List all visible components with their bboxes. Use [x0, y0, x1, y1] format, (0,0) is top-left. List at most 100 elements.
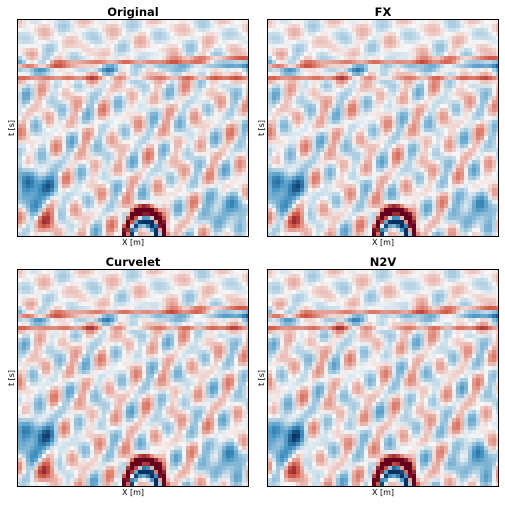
heatmap-cell: [202, 60, 206, 64]
heatmap-cell: [272, 124, 276, 128]
heatmap-cell: [70, 92, 74, 96]
heatmap-cell: [308, 136, 312, 140]
heatmap-cell: [408, 128, 412, 132]
heatmap-cell: [416, 56, 420, 60]
heatmap-cell: [340, 84, 344, 88]
heatmap-cell: [94, 20, 98, 24]
heatmap-cell: [284, 112, 288, 116]
heatmap-cell: [198, 188, 202, 192]
heatmap-cell: [90, 72, 94, 76]
heatmap-cell: [340, 96, 344, 100]
heatmap-cell: [30, 212, 34, 216]
heatmap-cell: [284, 72, 288, 76]
heatmap-cell: [58, 196, 62, 200]
heatmap-cell: [480, 64, 484, 68]
heatmap-cell: [356, 48, 360, 52]
heatmap-cell: [82, 24, 86, 28]
heatmap-cell: [460, 84, 464, 88]
heatmap-cell: [186, 172, 190, 176]
heatmap-cell: [122, 100, 126, 104]
heatmap-cell: [452, 56, 456, 60]
heatmap-cell: [388, 100, 392, 104]
heatmap-cell: [90, 136, 94, 140]
heatmap-cell: [492, 68, 496, 72]
heatmap-cell: [150, 208, 154, 212]
heatmap-cell: [284, 116, 288, 120]
heatmap-cell: [74, 92, 78, 96]
heatmap-cell: [272, 64, 276, 68]
heatmap-cell: [106, 92, 110, 96]
heatmap-cell: [230, 100, 234, 104]
heatmap-cell: [300, 96, 304, 100]
heatmap-cell: [304, 80, 308, 84]
heatmap-cell: [372, 20, 376, 24]
heatmap-cell: [154, 100, 158, 104]
heatmap-cell: [134, 88, 138, 92]
heatmap-cell: [198, 224, 202, 228]
heatmap-cell: [202, 232, 206, 236]
heatmap-cell: [316, 68, 320, 72]
heatmap-cell: [198, 184, 202, 188]
heatmap-cell: [288, 40, 292, 44]
heatmap-cell: [332, 36, 336, 40]
heatmap-cell: [384, 60, 388, 64]
heatmap-cell: [308, 104, 312, 108]
heatmap-cell: [178, 44, 182, 48]
heatmap-cell: [214, 200, 218, 204]
heatmap-cell: [384, 28, 388, 32]
heatmap-cell: [182, 108, 186, 112]
heatmap-cell: [170, 148, 174, 152]
heatmap-cell: [170, 136, 174, 140]
heatmap-cell: [106, 44, 110, 48]
heatmap-cell: [134, 144, 138, 148]
heatmap-cell: [304, 84, 308, 88]
heatmap-cell: [58, 192, 62, 196]
heatmap-cell: [234, 136, 238, 140]
heatmap-cell: [194, 52, 198, 56]
heatmap-cell: [238, 64, 242, 68]
heatmap-cell: [448, 140, 452, 144]
heatmap-cell: [18, 232, 22, 236]
heatmap-cell: [412, 124, 416, 128]
heatmap-cell: [436, 80, 440, 84]
heatmap-cell: [102, 100, 106, 104]
heatmap-cell: [18, 200, 22, 204]
heatmap-cell: [360, 72, 364, 76]
heatmap-cell: [166, 84, 170, 88]
heatmap-cell: [368, 144, 372, 148]
heatmap-cell: [138, 108, 142, 112]
heatmap-cell: [296, 136, 300, 140]
heatmap-cell: [464, 132, 468, 136]
heatmap-cell: [86, 200, 90, 204]
heatmap-cell: [22, 132, 26, 136]
heatmap-cell: [202, 76, 206, 80]
heatmap-cell: [304, 100, 308, 104]
heatmap-cell: [440, 144, 444, 148]
heatmap-cell: [178, 88, 182, 92]
heatmap-cell: [190, 124, 194, 128]
heatmap-cell: [198, 52, 202, 56]
heatmap-cell: [150, 200, 154, 204]
heatmap-cell: [178, 152, 182, 156]
heatmap-cell: [460, 60, 464, 64]
heatmap-cell: [464, 80, 468, 84]
heatmap-cell: [110, 116, 114, 120]
heatmap-cell: [468, 56, 472, 60]
heatmap-cell: [336, 92, 340, 96]
heatmap-cell: [50, 44, 54, 48]
heatmap-cell: [380, 96, 384, 100]
heatmap-cell: [308, 40, 312, 44]
heatmap-cell: [22, 72, 26, 76]
heatmap-cell: [190, 136, 194, 140]
heatmap-cell: [468, 132, 472, 136]
heatmap-cell: [432, 132, 436, 136]
heatmap-cell: [226, 20, 230, 24]
heatmap-cell: [94, 176, 98, 180]
heatmap-cell: [404, 132, 408, 136]
heatmap-cell: [218, 140, 222, 144]
heatmap-cell: [118, 104, 122, 108]
heatmap-cell: [134, 216, 138, 220]
heatmap-cell: [38, 92, 42, 96]
heatmap-cell: [178, 80, 182, 84]
heatmap-cell: [234, 116, 238, 120]
